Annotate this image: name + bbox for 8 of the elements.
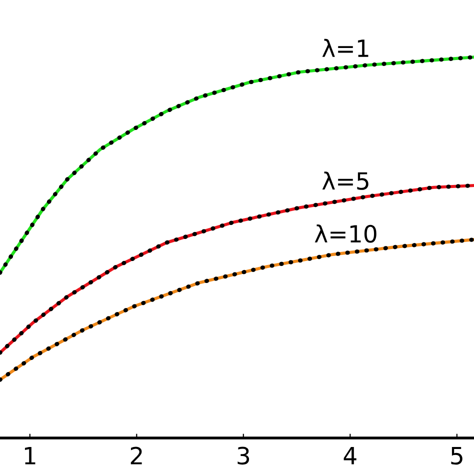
x-tick-label: 2: [130, 446, 142, 464]
series-label: λ=10: [314, 224, 376, 243]
series-label: λ=5: [322, 172, 368, 190]
series-label: λ=1: [322, 38, 368, 57]
x-tick-label: 4: [344, 447, 356, 464]
x-tick-label: 1: [24, 447, 36, 464]
x-tick-label: 3: [238, 446, 250, 465]
x-tick-label: 5: [451, 447, 462, 465]
